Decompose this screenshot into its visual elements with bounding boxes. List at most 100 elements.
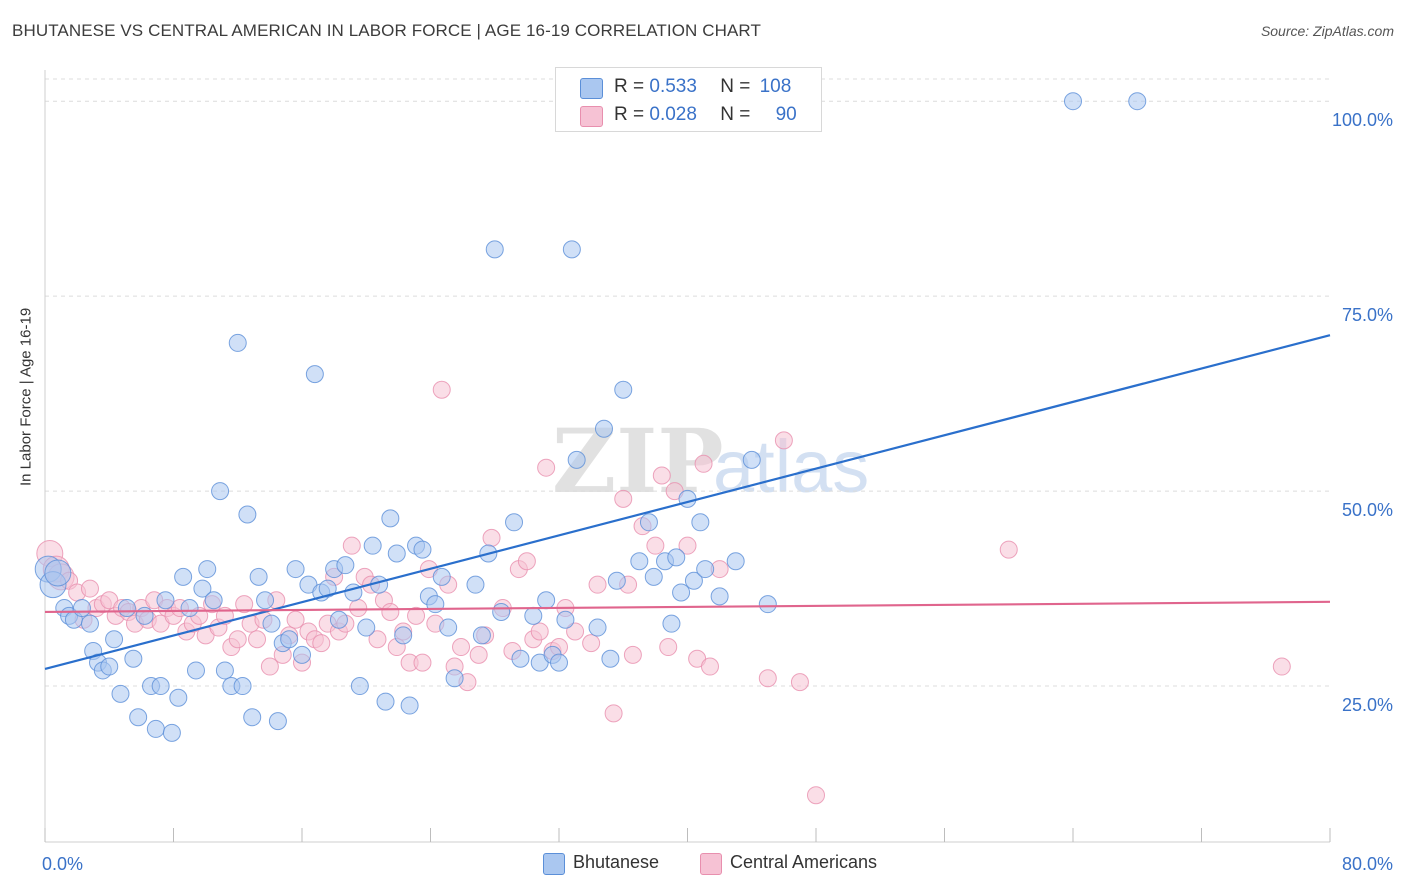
legend-r-label: R = — [614, 76, 645, 97]
point-bhutanese — [129, 708, 148, 727]
point-bhutanese — [80, 614, 99, 633]
point-central-americans — [758, 669, 777, 688]
point-bhutanese — [492, 602, 511, 621]
point-bhutanese — [363, 536, 382, 555]
point-bhutanese — [439, 618, 458, 637]
point-bhutanese — [211, 482, 230, 501]
point-bhutanese — [135, 606, 154, 625]
point-central-americans — [469, 645, 488, 664]
point-central-americans — [432, 380, 451, 399]
point-bhutanese — [100, 657, 119, 676]
point-bhutanese — [662, 614, 681, 633]
point-bhutanese — [466, 575, 485, 594]
y-tick-label: 100.0% — [1332, 110, 1393, 130]
point-central-americans — [80, 579, 99, 598]
legend-r-label: R = — [614, 104, 645, 125]
point-bhutanese — [601, 649, 620, 668]
point-bhutanese — [413, 540, 432, 559]
point-bhutanese — [111, 684, 130, 703]
point-bhutanese — [472, 626, 491, 645]
point-bhutanese — [556, 610, 575, 629]
trendline-central-americans — [44, 600, 1331, 614]
point-bhutanese — [204, 591, 223, 610]
point-bhutanese — [432, 567, 451, 586]
point-bhutanese — [376, 692, 395, 711]
point-bhutanese — [256, 591, 275, 610]
point-central-americans — [774, 431, 793, 450]
point-central-americans — [235, 595, 254, 614]
point-bhutanese — [758, 595, 777, 614]
legend-r-value: 0.533 — [649, 76, 697, 97]
point-central-americans — [517, 552, 536, 571]
point-bhutanese — [280, 630, 299, 649]
point-bhutanese — [174, 567, 193, 586]
point-central-americans — [604, 704, 623, 723]
point-bhutanese — [293, 645, 311, 664]
point-central-americans — [694, 454, 713, 473]
point-central-americans — [566, 622, 585, 641]
point-central-americans — [999, 540, 1018, 559]
point-bhutanese — [426, 595, 445, 614]
point-bhutanese — [329, 610, 348, 629]
bottom-legend-label-bhutanese: Bhutanese — [573, 852, 660, 872]
point-bhutanese — [162, 723, 181, 742]
point-central-americans — [286, 610, 305, 629]
point-bhutanese — [44, 559, 72, 587]
legend-swatch-central-americans — [580, 106, 603, 127]
point-bhutanese — [524, 606, 543, 625]
point-central-americans — [342, 536, 361, 555]
point-central-americans — [614, 489, 633, 508]
point-bhutanese — [198, 560, 217, 579]
legend-n-label: N = — [720, 76, 751, 97]
point-central-americans — [537, 458, 556, 477]
x-tick-label-max: 80.0% — [1342, 854, 1393, 874]
point-central-americans — [807, 786, 825, 805]
point-bhutanese — [394, 626, 413, 645]
point-bhutanese — [630, 552, 649, 571]
point-bhutanese — [72, 599, 91, 618]
point-bhutanese — [710, 587, 729, 606]
legend-n-value: 90 — [775, 104, 797, 125]
point-bhutanese — [249, 567, 268, 586]
point-bhutanese — [151, 677, 170, 696]
point-bhutanese — [691, 513, 710, 532]
point-bhutanese — [567, 450, 586, 469]
point-bhutanese — [357, 618, 376, 637]
point-bhutanese — [268, 712, 287, 731]
chart-title: BHUTANESE VS CENTRAL AMERICAN IN LABOR F… — [12, 21, 761, 40]
bottom-legend-label-central-americans: Central Americans — [730, 852, 878, 872]
point-bhutanese — [1128, 92, 1147, 111]
y-tick-label: 25.0% — [1342, 695, 1393, 715]
point-bhutanese — [607, 571, 626, 590]
point-bhutanese — [180, 599, 199, 618]
legend-r-value: 0.028 — [649, 104, 697, 125]
point-bhutanese — [186, 661, 205, 680]
point-central-americans — [582, 634, 601, 653]
point-bhutanese — [215, 661, 234, 680]
point-central-americans — [482, 528, 501, 547]
y-tick-label: 75.0% — [1342, 305, 1393, 325]
legend-box: R = 0.533 N = 108 R = 0.028 N = 90 — [555, 67, 822, 132]
trendline-bhutanese — [44, 334, 1331, 670]
point-bhutanese — [124, 649, 143, 668]
point-central-americans — [381, 602, 400, 621]
point-central-americans — [790, 673, 809, 692]
point-central-americans — [407, 606, 426, 625]
point-central-americans — [1272, 657, 1291, 676]
point-bhutanese — [243, 708, 262, 727]
point-bhutanese — [262, 614, 281, 633]
point-bhutanese — [318, 579, 337, 598]
point-bhutanese — [614, 380, 633, 399]
point-bhutanese — [594, 419, 613, 438]
point-bhutanese — [193, 579, 212, 598]
point-central-americans — [248, 630, 267, 649]
point-bhutanese — [445, 669, 464, 688]
bottom-legend-swatch-central-americans — [700, 853, 722, 875]
point-central-americans — [588, 575, 607, 594]
point-central-americans — [646, 536, 665, 555]
y-tick-label: 50.0% — [1342, 500, 1393, 520]
point-bhutanese — [350, 677, 369, 696]
point-central-americans — [228, 630, 247, 649]
legend-stats-bhutanese: R = 0.533 N = 108 — [614, 76, 791, 98]
